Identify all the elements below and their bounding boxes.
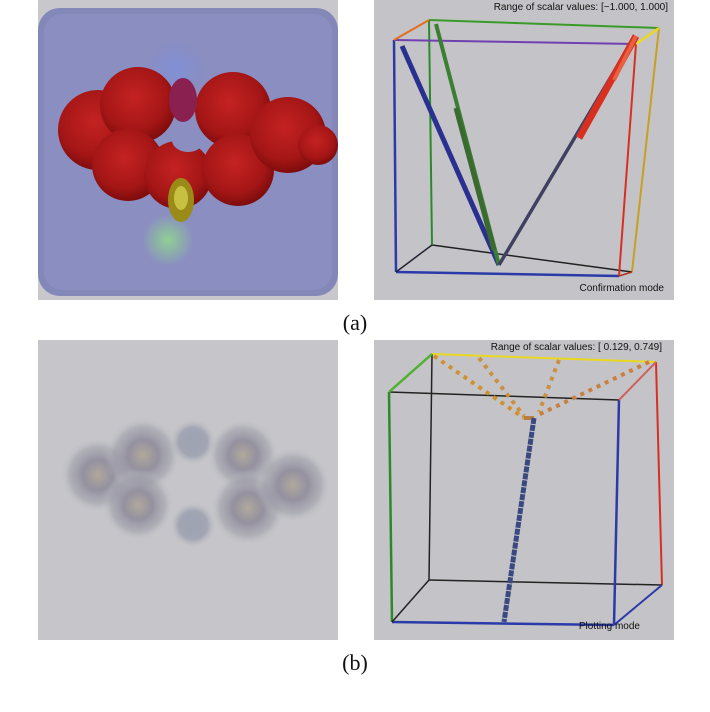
range-overlay-a: Range of scalar values: [−1.000, 1.000] bbox=[494, 2, 668, 13]
red-isosurface bbox=[58, 67, 338, 209]
range-value: [ 0.129, 0.749] bbox=[598, 342, 662, 353]
volume-render-b-graphic bbox=[60, 417, 331, 549]
panel-b-cube-view: Range of scalar values: [ 0.129, 0.749] … bbox=[374, 340, 674, 640]
caption-a: (a) bbox=[342, 310, 368, 335]
mode-label-a: Confirmation mode bbox=[579, 283, 664, 294]
fuzzy-orbitals bbox=[60, 417, 331, 549]
panel-b-volume-render bbox=[38, 340, 338, 640]
green-glow bbox=[142, 214, 194, 266]
caption-b: (b) bbox=[342, 650, 368, 675]
volume-render-a-graphic bbox=[38, 8, 338, 296]
purple-lobe bbox=[169, 78, 197, 122]
panel-a-cube-view: Range of scalar values: [−1.000, 1.000] … bbox=[374, 0, 674, 300]
cube-a-graphic bbox=[392, 19, 660, 278]
mode-label-b: Plotting mode bbox=[578, 621, 640, 632]
cube-b-graphic bbox=[387, 353, 663, 627]
range-label: Range of scalar values: bbox=[490, 342, 596, 353]
panel-a-volume-render bbox=[38, 0, 338, 300]
range-label: Range of scalar values: bbox=[493, 2, 599, 13]
range-overlay-b: Range of scalar values: [ 0.129, 0.749] bbox=[491, 342, 662, 353]
range-value: [−1.000, 1.000] bbox=[600, 2, 668, 13]
